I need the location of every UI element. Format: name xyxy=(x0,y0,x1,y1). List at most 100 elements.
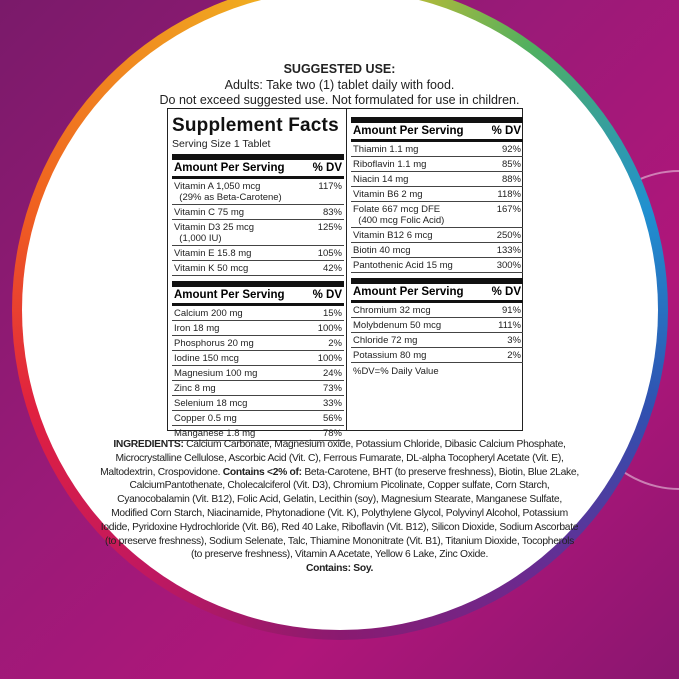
nutrient-amount: Molybdenum 50 mcg xyxy=(353,320,442,331)
nutrient-amount: Biotin 40 mcg xyxy=(353,245,411,256)
facts-header: Amount Per Serving % DV xyxy=(351,284,523,303)
nutrient-dv: 250% xyxy=(496,230,521,241)
allergen-label: Contains: xyxy=(305,563,351,575)
nutrient-row: Folate 667 mcg DFE (400 mcg Folic Acid) 1… xyxy=(351,202,523,228)
ingredients-label: INGREDIENTS: xyxy=(113,439,184,450)
nutrient-dv: 133% xyxy=(496,245,521,256)
nutrient-dv: 100% xyxy=(317,323,342,334)
supplement-facts-panel: Supplement Facts Serving Size 1 Tablet A… xyxy=(167,108,523,441)
dv-header: % DV xyxy=(312,162,342,174)
nutrient-amount: Thiamin 1.1 mg xyxy=(353,144,419,155)
amount-header: Amount Per Serving xyxy=(174,162,285,174)
nutrient-row: Iron 18 mg 100% xyxy=(172,321,344,336)
nutrient-dv: 24% xyxy=(322,368,342,379)
allergen-text: Soy. xyxy=(353,563,374,575)
suggested-use-line: Adults: Take two (1) tablet daily with f… xyxy=(224,78,455,92)
ingredients-block: INGREDIENTS: Calcium Carbonate, Magnesiu… xyxy=(100,438,579,576)
nutrient-amount: Vitamin A 1,050 mcg (29% as Beta-Caroten… xyxy=(174,181,282,203)
nutrient-row: Selenium 18 mcg 33% xyxy=(172,396,344,411)
nutrient-dv: 73% xyxy=(322,383,342,394)
nutrient-dv: 117% xyxy=(318,181,342,192)
nutrient-amount: Chloride 72 mg xyxy=(353,335,418,346)
nutrient-amount: Magnesium 100 mg xyxy=(174,368,258,379)
nutrient-amount: Vitamin C 75 mg xyxy=(174,207,245,218)
nutrient-dv: 56% xyxy=(322,413,342,424)
nutrient-amount: Vitamin B6 2 mg xyxy=(353,189,423,200)
nutrient-amount: Manganese 1.8 mg xyxy=(174,428,256,439)
nutrient-row: Phosphorus 20 mg 2% xyxy=(172,336,344,351)
dv-header: % DV xyxy=(491,286,521,298)
nutrient-dv: 83% xyxy=(322,207,342,218)
dv-header: % DV xyxy=(491,125,521,137)
nutrient-amount: Iodine 150 mcg xyxy=(174,353,239,364)
nutrient-row: Vitamin E 15.8 mg 105% xyxy=(172,246,344,261)
nutrient-row: Thiamin 1.1 mg 92% xyxy=(351,142,523,157)
nutrient-amount: Vitamin D3 25 mcg (1,000 IU) xyxy=(174,222,255,244)
nutrient-dv: 300% xyxy=(496,260,521,271)
nutrient-row: Vitamin D3 25 mcg (1,000 IU) 125% xyxy=(172,220,344,246)
nutrient-amount: Riboflavin 1.1 mg xyxy=(353,159,427,170)
nutrient-dv: 2% xyxy=(328,338,342,349)
nutrient-amount: Vitamin E 15.8 mg xyxy=(174,248,252,259)
nutrient-dv: 100% xyxy=(317,353,342,364)
nutrient-dv: 42% xyxy=(322,263,342,274)
nutrient-dv: 125% xyxy=(317,222,342,233)
nutrient-dv: 2% xyxy=(507,350,521,361)
nutrient-amount: Phosphorus 20 mg xyxy=(174,338,254,349)
nutrient-dv: 118% xyxy=(497,189,521,200)
nutrient-row: Manganese 1.8 mg 78% xyxy=(172,426,344,441)
nutrient-dv: 3% xyxy=(507,335,521,346)
nutrient-amount: Iron 18 mg xyxy=(174,323,220,334)
facts-header: Amount Per Serving % DV xyxy=(172,160,344,179)
facts-title: Supplement Facts xyxy=(172,115,339,136)
nutrient-dv: 167% xyxy=(496,204,521,215)
facts-section-trace-minerals: Amount Per Serving % DV Chromium 32 mcg 91%… xyxy=(351,278,523,363)
nutrient-row: Magnesium 100 mg 24% xyxy=(172,366,344,381)
nutrient-dv: 33% xyxy=(322,398,342,409)
suggested-use-warning: Do not exceed suggested use. Not formula… xyxy=(159,93,520,107)
nutrient-amount: Vitamin K 50 mcg xyxy=(174,263,249,274)
nutrient-row: Biotin 40 mcg 133% xyxy=(351,243,523,258)
ingredients-text: Calcium Carbonate, Magnesium oxide, Pota… xyxy=(100,439,566,478)
nutrient-amount: Zinc 8 mg xyxy=(174,383,216,394)
nutrient-row: Vitamin A 1,050 mcg (29% as Beta-Caroten… xyxy=(172,179,344,205)
nutrient-amount: Selenium 18 mcg xyxy=(174,398,248,409)
nutrient-row: Iodine 150 mcg 100% xyxy=(172,351,344,366)
nutrient-row: Copper 0.5 mg 56% xyxy=(172,411,344,426)
dv-header: % DV xyxy=(312,289,342,301)
nutrient-row: Vitamin K 50 mcg 42% xyxy=(172,261,344,276)
nutrient-amount: Potassium 80 mg xyxy=(353,350,427,361)
nutrient-row: Chloride 72 mg 3% xyxy=(351,333,523,348)
serving-size: Serving Size 1 Tablet xyxy=(172,138,271,150)
nutrient-amount: Pantothenic Acid 15 mg xyxy=(353,260,453,271)
nutrient-dv: 78% xyxy=(322,428,342,439)
nutrient-dv: 92% xyxy=(501,144,521,155)
nutrient-amount: Chromium 32 mcg xyxy=(353,305,431,316)
facts-section-b-vitamins: Amount Per Serving % DV Thiamin 1.1 mg 92% R… xyxy=(351,117,523,273)
nutrient-dv: 91% xyxy=(501,305,521,316)
nutrient-row: Vitamin B12 6 mcg 250% xyxy=(351,228,523,243)
facts-right-column: Amount Per Serving % DV Thiamin 1.1 mg 92% R… xyxy=(346,109,523,430)
nutrient-dv: 88% xyxy=(501,174,521,185)
nutrient-row: Zinc 8 mg 73% xyxy=(172,381,344,396)
contains-text: Beta-Carotene, BHT (to preserve freshnes… xyxy=(100,466,579,561)
facts-left-column: Supplement Facts Serving Size 1 Tablet A… xyxy=(172,109,344,441)
nutrient-row: Riboflavin 1.1 mg 85% xyxy=(351,157,523,172)
nutrient-amount: Vitamin B12 6 mcg xyxy=(353,230,433,241)
dv-footnote: %DV=% Daily Value xyxy=(353,366,439,377)
nutrient-row: Niacin 14 mg 88% xyxy=(351,172,523,187)
facts-section-vitamins: Amount Per Serving % DV Vitamin A 1,050 mc… xyxy=(172,154,344,276)
nutrient-dv: 85% xyxy=(501,159,521,170)
nutrient-row: Chromium 32 mcg 91% xyxy=(351,303,523,318)
nutrient-row: Vitamin C 75 mg 83% xyxy=(172,205,344,220)
nutrient-amount: Folate 667 mcg DFE (400 mcg Folic Acid) xyxy=(353,204,445,226)
amount-header: Amount Per Serving xyxy=(174,289,285,301)
nutrient-dv: 111% xyxy=(498,320,521,331)
nutrient-dv: 105% xyxy=(317,248,342,259)
nutrient-row: Molybdenum 50 mcg 111% xyxy=(351,318,523,333)
nutrient-amount: Calcium 200 mg xyxy=(174,308,243,319)
nutrient-row: Vitamin B6 2 mg 118% xyxy=(351,187,523,202)
nutrient-amount: Copper 0.5 mg xyxy=(174,413,237,424)
nutrient-row: Potassium 80 mg 2% xyxy=(351,348,523,363)
nutrient-amount: Niacin 14 mg xyxy=(353,174,409,185)
